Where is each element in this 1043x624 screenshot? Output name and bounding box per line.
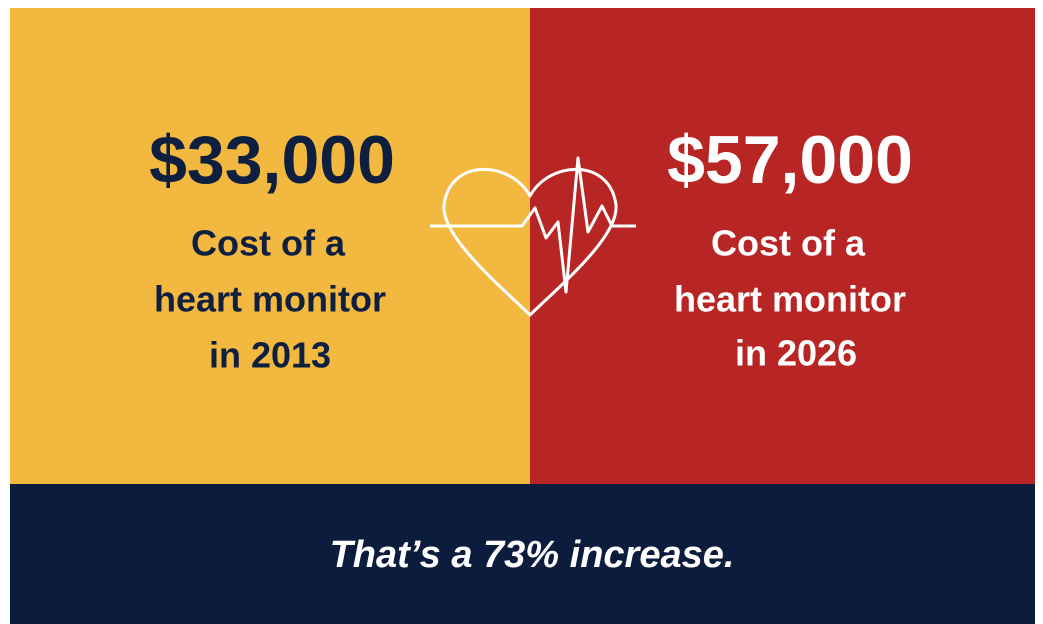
- right-amount: $57,000: [667, 122, 913, 198]
- left-amount: $33,000: [149, 122, 395, 198]
- heartbeat-line: [430, 156, 636, 294]
- heart-outline: [442, 167, 618, 317]
- right-line: Cost of a: [711, 223, 866, 264]
- footer-text: That’s a 73% increase.: [330, 534, 735, 576]
- left-panel: [10, 8, 530, 484]
- heart-icon: [430, 156, 636, 317]
- right-panel: [530, 8, 1035, 484]
- right-line: heart monitor: [674, 279, 906, 320]
- footer-panel: [10, 484, 1035, 624]
- right-text: $57,000 Cost of a heart monitor in 2026: [667, 122, 913, 374]
- left-line: Cost of a: [191, 223, 346, 264]
- right-line: in 2026: [735, 333, 857, 374]
- left-line: heart monitor: [154, 279, 386, 320]
- left-text: $33,000 Cost of a heart monitor in 2013: [149, 122, 395, 376]
- left-line: in 2013: [209, 335, 331, 376]
